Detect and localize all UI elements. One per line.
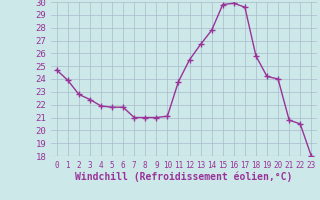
X-axis label: Windchill (Refroidissement éolien,°C): Windchill (Refroidissement éolien,°C)	[75, 171, 293, 182]
